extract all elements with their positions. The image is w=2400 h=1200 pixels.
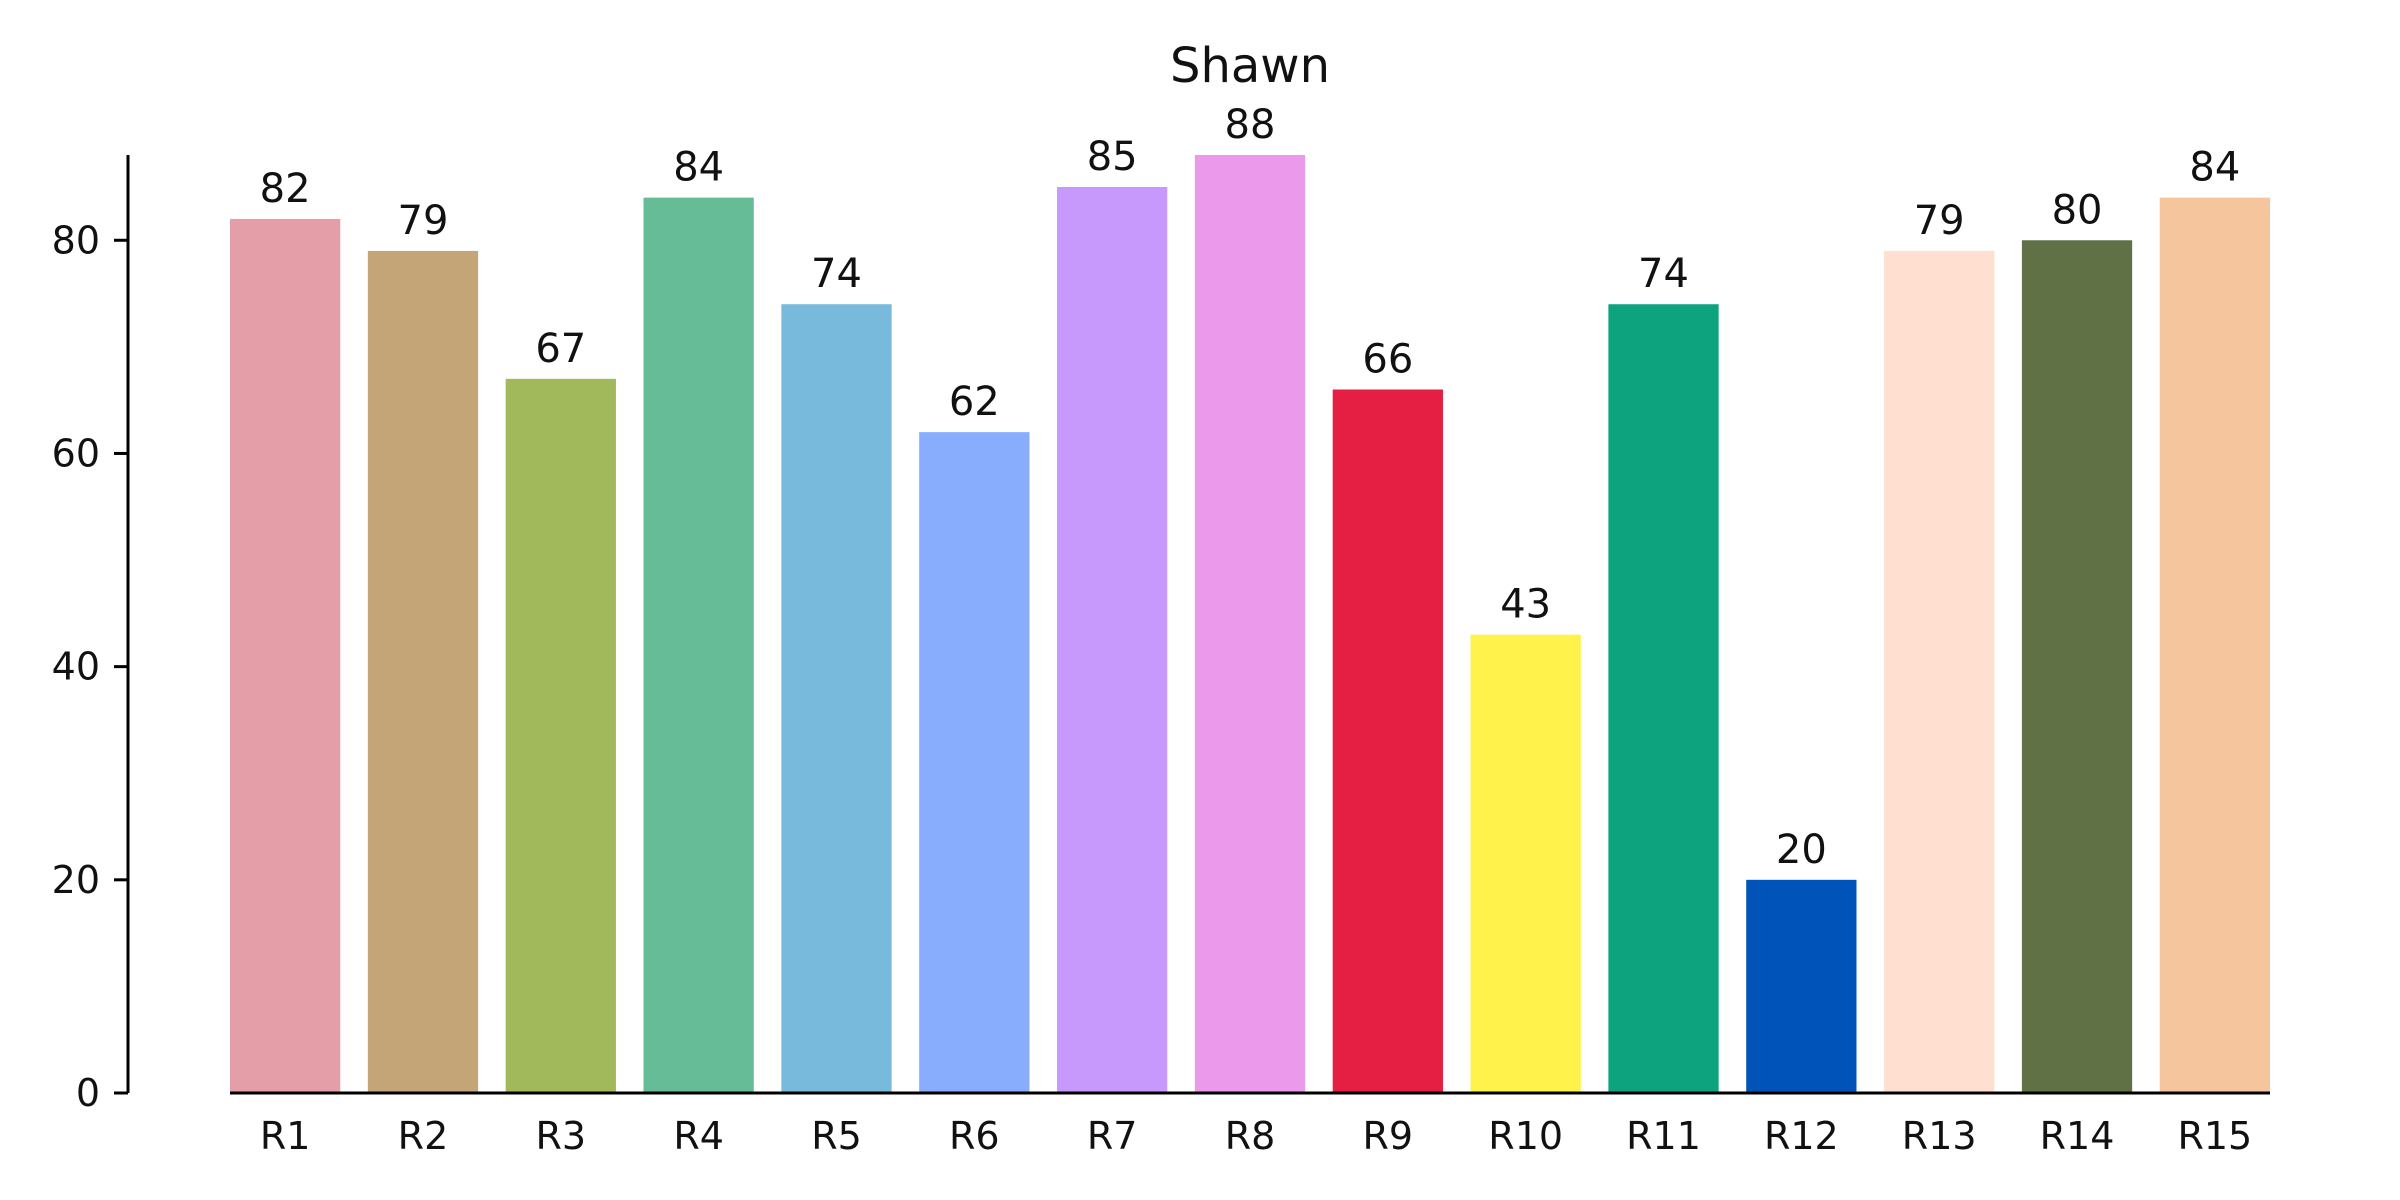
x-tick-label-r6: R6 [949, 1114, 1000, 1158]
value-label-r13: 79 [1914, 198, 1965, 244]
bar-r11 [1608, 304, 1719, 1094]
bar-r7 [1057, 186, 1168, 1094]
y-tick-label-40: 40 [52, 645, 100, 689]
x-tick-label-r15: R15 [2177, 1114, 2252, 1158]
value-label-r7: 85 [1087, 134, 1138, 180]
x-tick-label-r11: R11 [1626, 1114, 1701, 1158]
bar-r13 [1884, 250, 1995, 1093]
value-label-r15: 84 [2189, 145, 2240, 191]
y-tick-label-60: 60 [52, 431, 100, 475]
bar-r15 [2159, 197, 2270, 1093]
value-label-r9: 66 [1362, 337, 1413, 383]
x-tick-label-r5: R5 [811, 1114, 862, 1158]
bar-r5 [781, 304, 892, 1094]
value-label-r6: 62 [949, 379, 1000, 425]
x-tick-label-r13: R13 [1902, 1114, 1977, 1158]
labels-layer: 82 R1 79 R2 67 R3 84 R4 74 R5 62 R6 85 R7 88 R8 66 R9 43 R1… [260, 102, 2253, 1158]
value-label-r1: 82 [260, 166, 311, 212]
bars-layer [230, 155, 2270, 1094]
bar-r4 [643, 197, 754, 1093]
x-tick-label-r2: R2 [398, 1114, 449, 1158]
bar-r3 [505, 378, 616, 1094]
x-tick-label-r10: R10 [1488, 1114, 1563, 1158]
bar-r10 [1470, 634, 1581, 1093]
x-tick-label-r1: R1 [260, 1114, 311, 1158]
value-label-r5: 74 [811, 251, 862, 297]
value-label-r12: 20 [1776, 827, 1827, 873]
value-label-r10: 43 [1500, 582, 1551, 628]
y-tick-label-80: 80 [52, 218, 100, 262]
value-label-r3: 67 [535, 326, 586, 372]
value-label-r4: 84 [673, 145, 724, 191]
value-label-r2: 79 [398, 198, 449, 244]
bar-r12 [1746, 879, 1857, 1093]
bar-r8 [1194, 155, 1306, 1093]
x-tick-label-r9: R9 [1363, 1114, 1414, 1158]
x-tick-label-r14: R14 [2040, 1114, 2115, 1158]
bar-r6 [919, 432, 1030, 1093]
value-label-r11: 74 [1638, 251, 1689, 297]
axes-layer: 0 20 40 60 80 [52, 155, 2270, 1115]
chart-title: Shawn [1170, 38, 1330, 94]
bar-r14 [2021, 240, 2133, 1093]
bar-r2 [367, 250, 479, 1093]
bar-r9 [1332, 389, 1443, 1093]
bar-r1 [230, 218, 341, 1093]
x-tick-label-r12: R12 [1764, 1114, 1839, 1158]
value-label-r14: 80 [2052, 187, 2103, 233]
x-tick-label-r3: R3 [536, 1114, 587, 1158]
y-tick-label-20: 20 [52, 858, 100, 902]
x-tick-label-r7: R7 [1087, 1114, 1138, 1158]
x-tick-label-r8: R8 [1225, 1114, 1276, 1158]
value-label-r8: 88 [1225, 102, 1276, 148]
x-tick-label-r4: R4 [673, 1114, 724, 1158]
y-tick-label-0: 0 [76, 1071, 100, 1115]
